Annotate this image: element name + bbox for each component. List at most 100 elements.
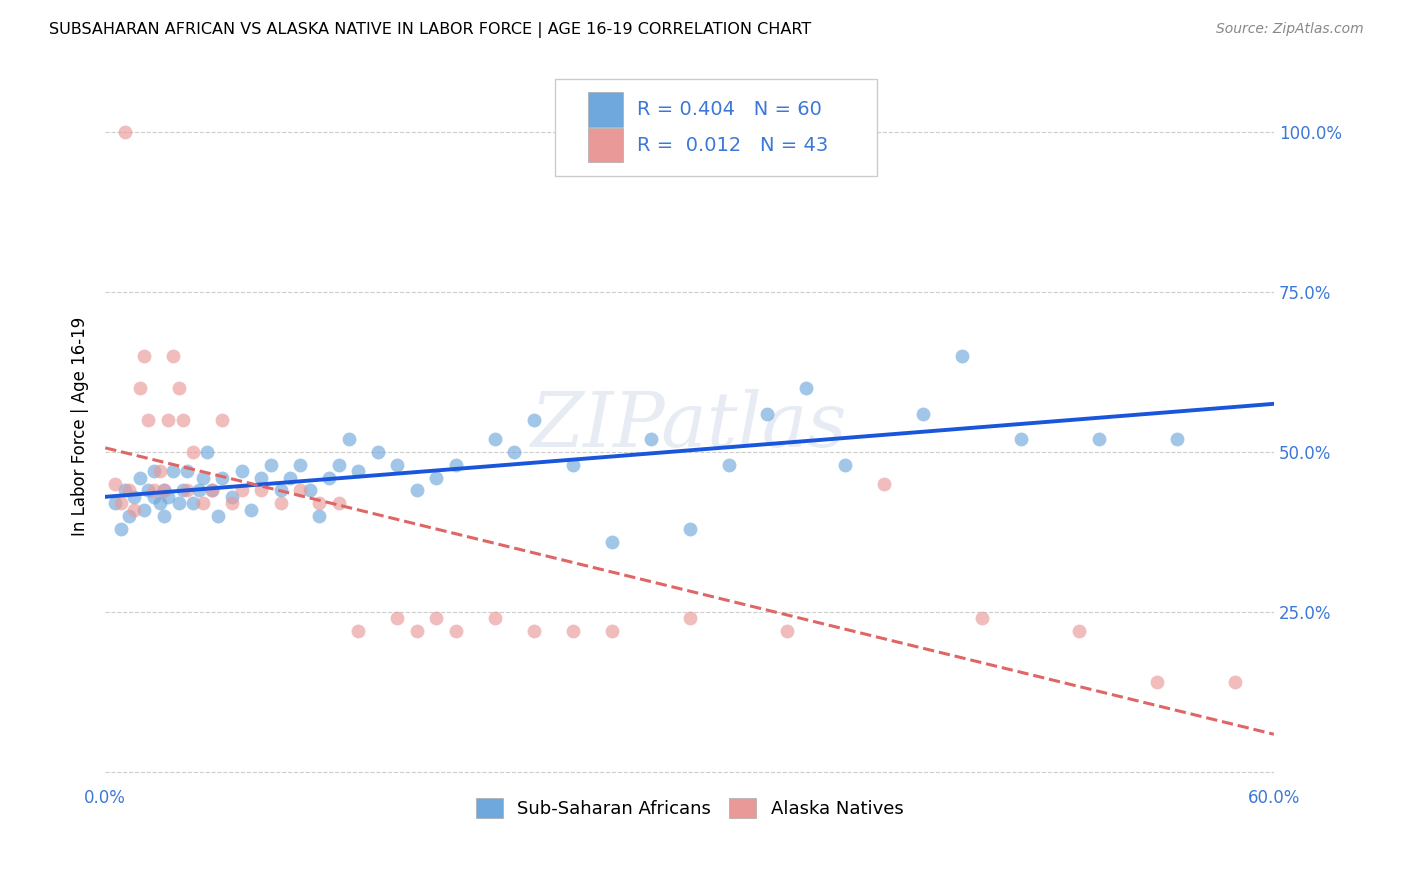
Point — [176, 464, 198, 478]
Y-axis label: In Labor Force | Age 16-19: In Labor Force | Age 16-19 — [72, 317, 89, 536]
Point — [117, 483, 139, 498]
Point — [678, 522, 700, 536]
Point — [600, 624, 623, 638]
Point — [152, 483, 174, 498]
Point — [136, 483, 159, 498]
FancyBboxPatch shape — [555, 79, 876, 176]
Point — [1166, 432, 1188, 446]
Point — [201, 483, 224, 498]
Text: R =  0.012   N = 43: R = 0.012 N = 43 — [637, 136, 828, 154]
Point — [1010, 432, 1032, 446]
Point — [950, 349, 973, 363]
Point — [444, 624, 467, 638]
FancyBboxPatch shape — [588, 92, 623, 127]
Point — [172, 413, 194, 427]
Point — [156, 413, 179, 427]
Point — [776, 624, 799, 638]
Point — [425, 611, 447, 625]
Point — [405, 624, 427, 638]
Point — [142, 490, 165, 504]
Point — [270, 496, 292, 510]
Text: R = 0.404   N = 60: R = 0.404 N = 60 — [637, 100, 823, 119]
Point — [124, 502, 146, 516]
Point — [167, 381, 190, 395]
Point — [561, 458, 583, 472]
Point — [142, 464, 165, 478]
Point — [347, 624, 370, 638]
Point — [117, 508, 139, 523]
Point — [503, 445, 526, 459]
Point — [152, 483, 174, 498]
Point — [288, 483, 311, 498]
Point — [308, 508, 330, 523]
Point — [167, 496, 190, 510]
Point — [221, 496, 243, 510]
Point — [796, 381, 818, 395]
Point — [523, 624, 546, 638]
Point — [834, 458, 856, 472]
Point — [523, 413, 546, 427]
Point — [756, 407, 779, 421]
Point — [152, 508, 174, 523]
FancyBboxPatch shape — [588, 128, 623, 162]
Point — [114, 483, 136, 498]
Point — [162, 464, 184, 478]
Point — [678, 611, 700, 625]
Point — [134, 349, 156, 363]
Point — [1146, 675, 1168, 690]
Text: ZIPatlas: ZIPatlas — [531, 390, 848, 464]
Point — [176, 483, 198, 498]
Point — [1069, 624, 1091, 638]
Point — [231, 483, 253, 498]
Point — [181, 445, 204, 459]
Point — [308, 496, 330, 510]
Point — [201, 483, 224, 498]
Point — [211, 413, 233, 427]
Point — [640, 432, 662, 446]
Point — [129, 381, 152, 395]
Point — [114, 125, 136, 139]
Point — [129, 470, 152, 484]
Point — [405, 483, 427, 498]
Point — [484, 432, 506, 446]
Point — [561, 624, 583, 638]
Point — [134, 502, 156, 516]
Text: Source: ZipAtlas.com: Source: ZipAtlas.com — [1216, 22, 1364, 37]
Legend: Sub-Saharan Africans, Alaska Natives: Sub-Saharan Africans, Alaska Natives — [468, 791, 911, 825]
Point — [136, 413, 159, 427]
Point — [110, 496, 132, 510]
Point — [124, 490, 146, 504]
Point — [298, 483, 321, 498]
Point — [195, 445, 218, 459]
Point — [142, 483, 165, 498]
Point — [211, 470, 233, 484]
Point — [328, 496, 350, 510]
Point — [444, 458, 467, 472]
Point — [288, 458, 311, 472]
Point — [337, 432, 360, 446]
Point — [250, 483, 273, 498]
Point — [425, 470, 447, 484]
Point — [387, 611, 409, 625]
Point — [207, 508, 229, 523]
Point — [172, 483, 194, 498]
Point — [278, 470, 301, 484]
Point — [328, 458, 350, 472]
Point — [191, 496, 214, 510]
Point — [110, 522, 132, 536]
Point — [347, 464, 370, 478]
Point — [873, 477, 896, 491]
Point — [970, 611, 993, 625]
Point — [187, 483, 209, 498]
Point — [387, 458, 409, 472]
Point — [104, 477, 127, 491]
Point — [600, 534, 623, 549]
Point — [240, 502, 263, 516]
Point — [367, 445, 389, 459]
Point — [191, 470, 214, 484]
Text: SUBSAHARAN AFRICAN VS ALASKA NATIVE IN LABOR FORCE | AGE 16-19 CORRELATION CHART: SUBSAHARAN AFRICAN VS ALASKA NATIVE IN L… — [49, 22, 811, 38]
Point — [149, 464, 172, 478]
Point — [260, 458, 283, 472]
Point — [250, 470, 273, 484]
Point — [318, 470, 340, 484]
